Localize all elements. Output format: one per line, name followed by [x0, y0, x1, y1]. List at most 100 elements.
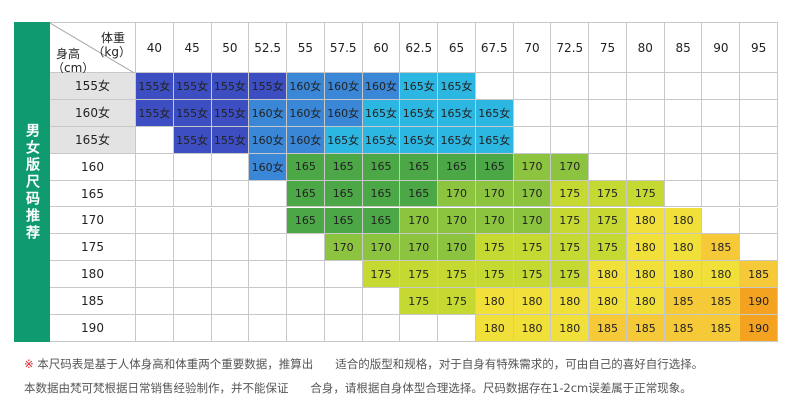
- size-cell: 175: [589, 180, 627, 208]
- size-cell: 180: [702, 261, 741, 289]
- size-cell: 170: [438, 180, 476, 208]
- size-cell: 155女: [136, 73, 174, 100]
- side-band: 男女版尺码推荐: [14, 22, 50, 342]
- empty-cell: [173, 207, 212, 235]
- size-cell: 165: [324, 207, 363, 235]
- empty-cell: [136, 261, 174, 289]
- size-cell: 175: [626, 180, 665, 208]
- size-cell: 185: [626, 315, 665, 342]
- size-cell: 165: [362, 207, 401, 235]
- size-cell: 165女: [438, 99, 476, 127]
- size-cell: 160女: [287, 73, 325, 100]
- size-cell: 165女: [324, 126, 363, 154]
- height-label: 160: [50, 153, 136, 181]
- note-text: 本尺码表是基于人体身高和体重两个重要数据，推算出 适合的版型和规格，对于自身有特…: [37, 357, 704, 371]
- weight-header: 62.5: [400, 22, 439, 73]
- empty-cell: [136, 180, 174, 208]
- weight-header: 40: [136, 22, 174, 73]
- weight-header: 90: [702, 22, 741, 73]
- size-cell: 170: [551, 153, 590, 181]
- weight-label: 体重: [100, 31, 125, 45]
- empty-cell: [740, 126, 778, 154]
- weight-header: 72.5: [551, 22, 590, 73]
- size-cell: 175: [400, 288, 439, 316]
- size-cell: 180: [664, 207, 703, 235]
- corner-header: 体重 （kg） 身高 （cm）: [50, 22, 136, 75]
- empty-cell: [249, 261, 288, 289]
- size-cell: 160女: [249, 153, 288, 181]
- empty-cell: [362, 288, 401, 316]
- empty-cell: [664, 99, 703, 127]
- size-cell: 180: [589, 261, 627, 289]
- weight-header: 85: [664, 22, 703, 73]
- empty-cell: [324, 315, 363, 342]
- empty-cell: [551, 73, 590, 100]
- size-cell: 175: [438, 261, 476, 289]
- size-cell: 165: [324, 153, 363, 181]
- empty-cell: [211, 234, 250, 262]
- size-cell: 180: [513, 315, 552, 342]
- size-cell: 175: [438, 288, 476, 316]
- empty-cell: [173, 315, 212, 342]
- empty-cell: [702, 153, 741, 181]
- height-label: 160女: [50, 99, 136, 127]
- size-cell: 165女: [475, 126, 514, 154]
- empty-cell: [136, 126, 174, 154]
- empty-cell: [249, 207, 288, 235]
- empty-cell: [324, 288, 363, 316]
- weight-header: 57.5: [324, 22, 363, 73]
- empty-cell: [249, 315, 288, 342]
- size-cell: 180: [589, 288, 627, 316]
- size-cell: 190: [740, 315, 778, 342]
- size-cell: 155女: [136, 99, 174, 127]
- empty-cell: [287, 261, 325, 289]
- size-cell: 175: [551, 261, 590, 289]
- size-cell: 165: [475, 153, 514, 181]
- size-cell: 180: [626, 207, 665, 235]
- empty-cell: [740, 234, 778, 262]
- empty-cell: [249, 180, 288, 208]
- empty-cell: [136, 207, 174, 235]
- empty-cell: [475, 73, 514, 100]
- empty-cell: [136, 315, 174, 342]
- size-cell: 185: [589, 315, 627, 342]
- size-cell: 185: [702, 315, 741, 342]
- height-label: 165女: [50, 126, 136, 154]
- size-cell: 170: [400, 207, 439, 235]
- height-label: 155女: [50, 73, 136, 100]
- size-cell: 185: [664, 315, 703, 342]
- size-cell: 175: [589, 207, 627, 235]
- empty-cell: [211, 207, 250, 235]
- size-cell: 175: [551, 207, 590, 235]
- size-cell: 165女: [475, 99, 514, 127]
- empty-cell: [626, 126, 665, 154]
- empty-cell: [702, 126, 741, 154]
- size-cell: 155女: [249, 73, 288, 100]
- size-cell: 180: [475, 288, 514, 316]
- empty-cell: [702, 207, 741, 235]
- weight-header: 95: [740, 22, 778, 73]
- size-cell: 160女: [287, 126, 325, 154]
- weight-header: 52.5: [249, 22, 288, 73]
- empty-cell: [173, 234, 212, 262]
- size-cell: 170: [475, 180, 514, 208]
- empty-cell: [211, 180, 250, 208]
- size-cell: 170: [438, 234, 476, 262]
- size-cell: 160女: [287, 99, 325, 127]
- size-cell: 175: [513, 234, 552, 262]
- size-cell: 165: [287, 153, 325, 181]
- size-cell: 170: [400, 234, 439, 262]
- note-line: ※ 本尺码表是基于人体身高和体重两个重要数据，推算出 适合的版型和规格，对于自身…: [24, 356, 703, 372]
- weight-header: 70: [513, 22, 552, 73]
- size-cell: 170: [513, 153, 552, 181]
- empty-cell: [249, 234, 288, 262]
- weight-header: 50: [211, 22, 250, 73]
- size-cell: 185: [664, 288, 703, 316]
- empty-cell: [664, 153, 703, 181]
- empty-cell: [702, 180, 741, 208]
- empty-cell: [211, 153, 250, 181]
- height-label: 170: [50, 207, 136, 235]
- size-cell: 155女: [173, 99, 212, 127]
- size-cell: 175: [551, 234, 590, 262]
- size-cell: 155女: [211, 73, 250, 100]
